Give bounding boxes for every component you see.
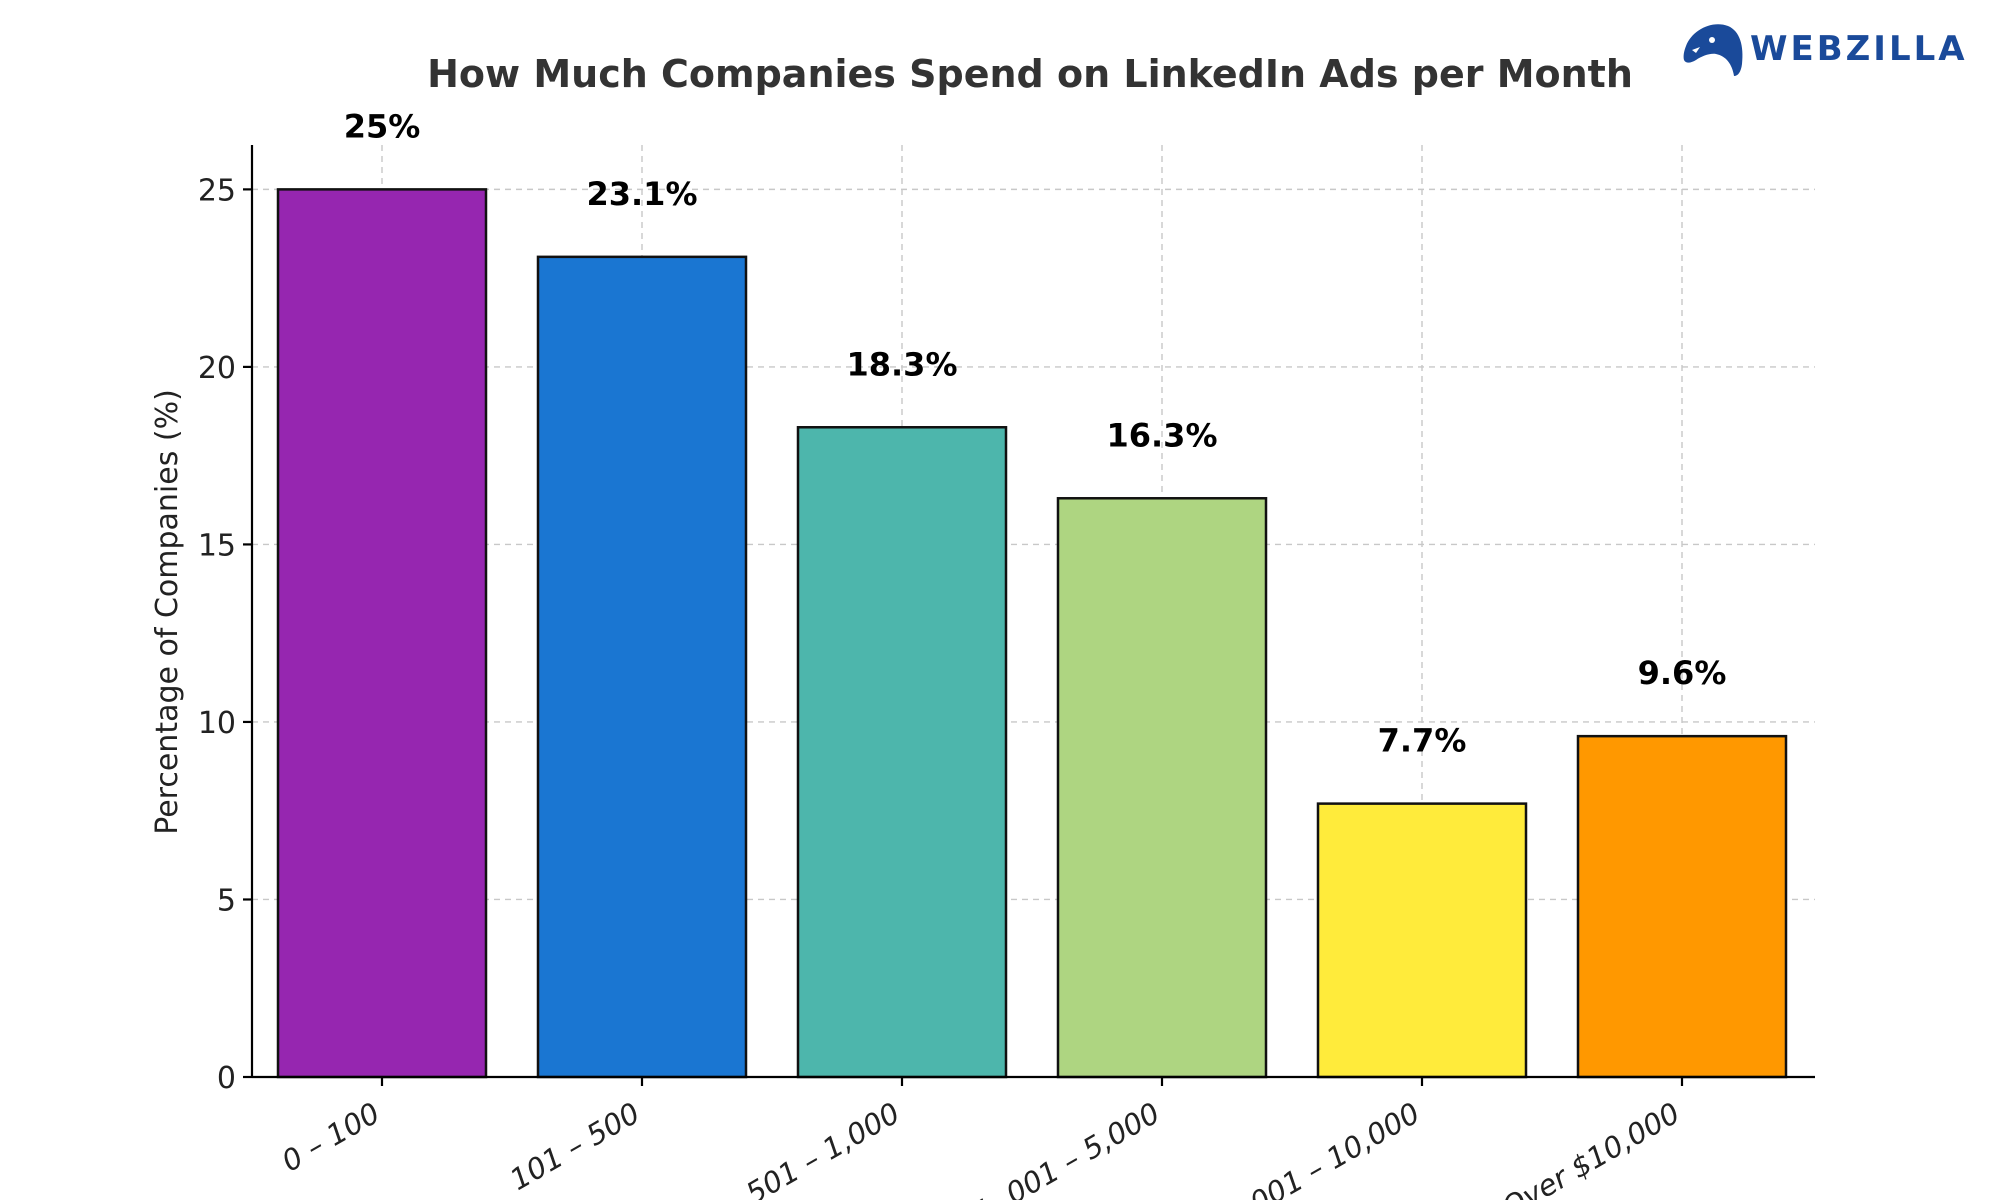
- y-tick-label: 20: [198, 351, 236, 386]
- bar-6: [1576, 734, 1788, 1079]
- bar-2: [536, 255, 748, 1079]
- y-axis-label: Percentage of Companies (%): [150, 389, 185, 835]
- data-label-3: 18.3%: [846, 345, 957, 383]
- axes: [243, 145, 1815, 1086]
- data-label-2: 23.1%: [586, 175, 697, 213]
- bar-4: [1056, 497, 1268, 1079]
- bars: [276, 188, 1788, 1079]
- data-label-5: 7.7%: [1378, 722, 1467, 760]
- x-tick-label-2: 101 – 500: [504, 1096, 645, 1197]
- x-tick-label-1: 0 – 100: [276, 1096, 385, 1179]
- bar-5: [1316, 802, 1528, 1079]
- y-tick-label: 15: [198, 528, 236, 563]
- y-tick-label: 25: [198, 173, 236, 208]
- x-tick-label-3: 501 – 1,000: [740, 1096, 905, 1200]
- y-tick-label: 5: [217, 883, 236, 918]
- chart-title: How Much Companies Spend on LinkedIn Ads…: [427, 52, 1633, 96]
- x-tick-label-6: Over $10,000: [1496, 1096, 1685, 1200]
- x-tick-label-5: 5, 001 – 10,000: [1212, 1096, 1425, 1200]
- data-label-1: 25%: [344, 107, 421, 145]
- webzilla-logo: WEBZILLA: [1683, 24, 1968, 77]
- x-tick-label-4: 1, 001 – 5,000: [968, 1096, 1165, 1200]
- bar-1: [276, 188, 488, 1079]
- dinosaur-icon: [1683, 24, 1743, 77]
- y-tick-label: 10: [198, 706, 236, 741]
- y-tick-label: 0: [217, 1061, 236, 1096]
- logo-text: WEBZILLA: [1750, 29, 1968, 69]
- bar-3: [796, 426, 1008, 1079]
- data-label-6: 9.6%: [1638, 654, 1727, 692]
- data-label-4: 16.3%: [1106, 416, 1217, 454]
